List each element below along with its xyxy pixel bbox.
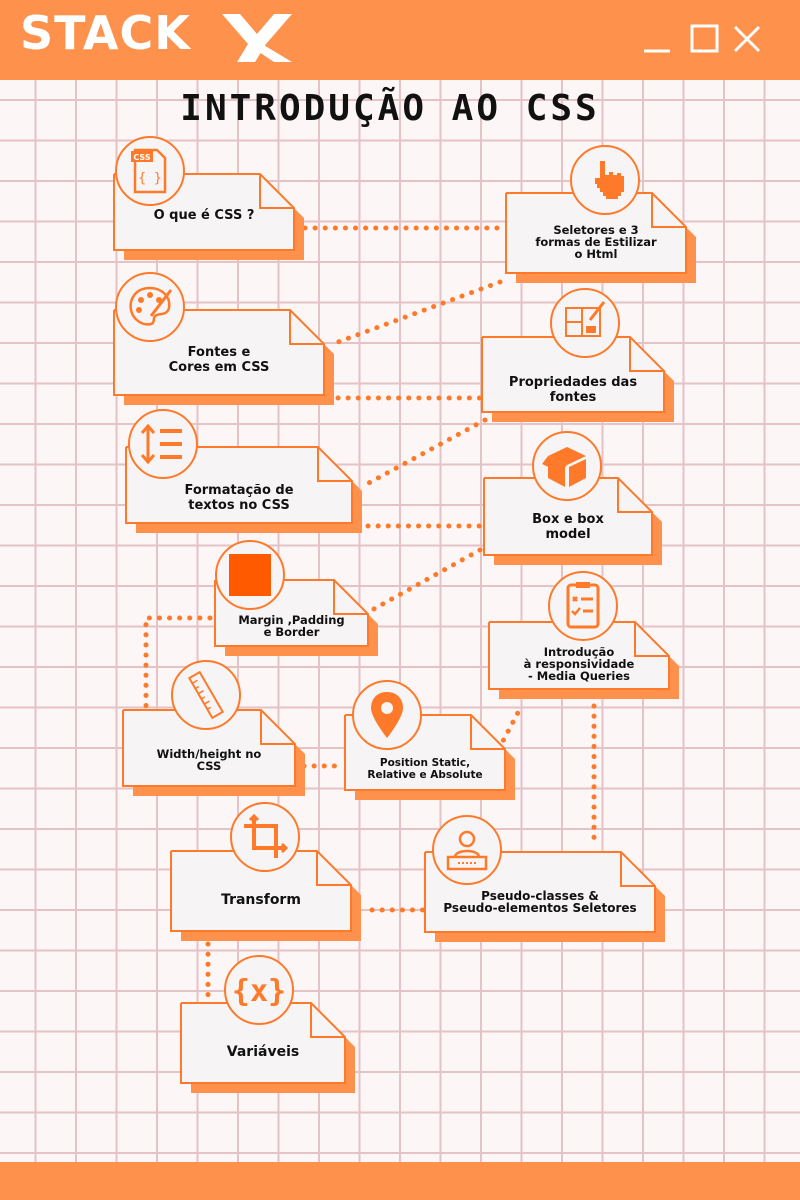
node-label: Formatação de textos no CSS [184, 483, 294, 513]
user-badge-icon [432, 815, 502, 885]
svg-text:CSS: CSS [133, 153, 150, 162]
logo-text: STACK [20, 6, 191, 60]
css-file-icon: CSS { } [115, 136, 185, 206]
checklist-icon [548, 571, 618, 641]
footer-bar [0, 1162, 800, 1200]
node-label: O que é CSS ? [153, 208, 255, 223]
header-bar: STACK [0, 0, 800, 80]
node-label: Pseudo-classes & Pseudo-elementos Seleto… [443, 889, 637, 915]
node-label: Seletores e 3 formas de Estilizar o Html [535, 223, 657, 261]
box-icon [532, 431, 602, 501]
blueprint-icon [550, 288, 620, 358]
node-label: Fontes e Cores em CSS [168, 345, 270, 375]
node-label: Transform [221, 892, 301, 908]
node-label: Introdução à responsividade - Media Quer… [523, 645, 635, 683]
square-icon [215, 540, 285, 610]
node-label: Variáveis [226, 1044, 300, 1060]
node-label: Position Static, Relative e Absolute [367, 757, 483, 781]
node-label: Margin ,Padding e Border [238, 613, 345, 639]
variable-icon: {x} [224, 955, 294, 1025]
node-seletores: Seletores e 3 formas de Estilizar o Html [505, 192, 686, 273]
pointer-hand-icon [570, 145, 640, 215]
minimize-icon[interactable] [642, 24, 672, 54]
line-height-icon [128, 409, 198, 479]
palette-icon [115, 272, 185, 342]
crop-icon [230, 802, 300, 872]
svg-text:{ }: { } [138, 171, 161, 186]
logo-x-icon [222, 14, 292, 62]
svg-text:{x}: {x} [232, 974, 286, 1009]
node-label: Box e box model [532, 512, 604, 542]
node-label: Width/height no CSS [156, 747, 262, 773]
node-o-que-e-css: O que é CSS ? [113, 173, 294, 250]
node-label: Propriedades das fontes [508, 375, 638, 405]
page-title: INTRODUÇÃO AO CSS [180, 88, 600, 129]
node-transform: Transform [170, 850, 351, 931]
ruler-icon [171, 660, 241, 730]
maximize-icon[interactable] [690, 24, 720, 54]
location-pin-icon [352, 680, 422, 750]
close-icon[interactable] [732, 24, 762, 54]
